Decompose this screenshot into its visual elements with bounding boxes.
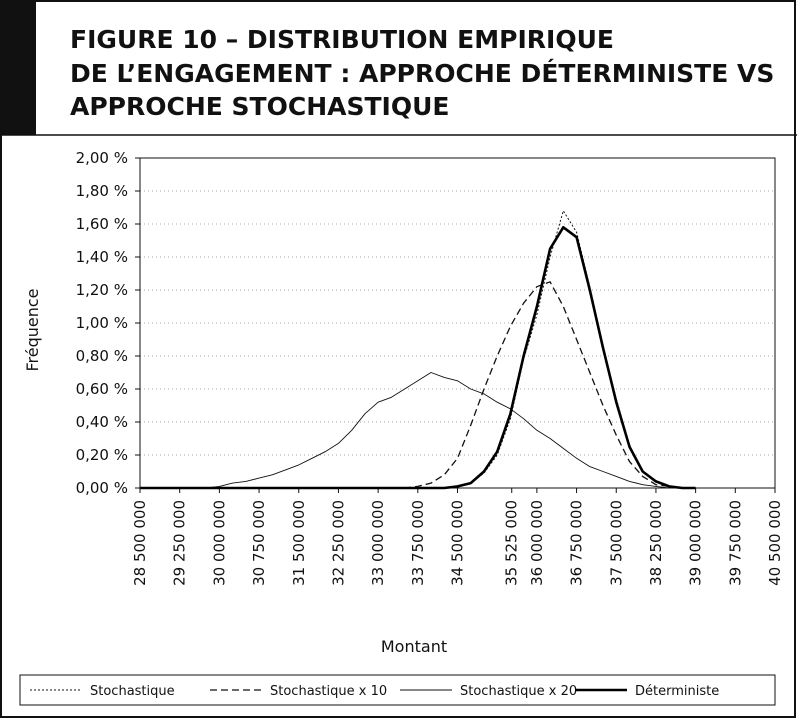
x-tick-label: 39 000 000 [687, 500, 705, 586]
y-tick-label: 1,20 % [76, 281, 128, 299]
x-tick-label: 30 750 000 [250, 500, 268, 586]
x-tick-label: 39 750 000 [726, 500, 744, 586]
x-tick-label: 34 500 000 [449, 500, 467, 586]
title-line: APPROCHE STOCHASTIQUE [70, 92, 449, 121]
x-tick-label: 36 750 000 [568, 500, 586, 586]
legend-label: Stochastique x 20 [460, 684, 577, 699]
y-axis-label: Fréquence [23, 288, 42, 371]
x-tick-label: 29 250 000 [171, 500, 189, 586]
y-tick-label: 1,00 % [76, 314, 128, 332]
x-tick-label: 36 000 000 [528, 500, 546, 586]
series-line [140, 226, 696, 490]
y-tick-label: 2,00 % [76, 149, 128, 167]
legend-box [19, 674, 776, 706]
y-tick-label: 1,40 % [76, 248, 128, 266]
legend-label: Stochastique x 10 [270, 684, 387, 699]
x-tick-label: 33 750 000 [409, 500, 427, 586]
x-tick-label: 32 250 000 [329, 500, 347, 586]
x-tick-label: 31 500 000 [290, 500, 308, 586]
x-tick-label: 40 500 000 [766, 500, 784, 586]
y-tick-label: 0,00 % [76, 479, 128, 497]
y-tick-label: 1,60 % [76, 215, 128, 233]
y-tick-label: 0,80 % [76, 347, 128, 365]
legend-label: Déterministe [635, 684, 719, 699]
y-tick-label: 0,60 % [76, 380, 128, 398]
header-bar [0, 0, 36, 135]
y-tick-label: 1,80 % [76, 182, 128, 200]
series-line [140, 372, 696, 489]
x-axis-label: Montant [381, 637, 447, 656]
title-line: DE L’ENGAGEMENT : APPROCHE DÉTERMINISTE … [70, 59, 774, 88]
y-tick-label: 0,40 % [76, 413, 128, 431]
legend-label: Stochastique [90, 684, 175, 699]
y-tick-label: 0,20 % [76, 446, 128, 464]
x-tick-label: 28 500 000 [131, 500, 149, 586]
x-tick-label: 37 500 000 [607, 500, 625, 586]
x-tick-label: 30 000 000 [210, 500, 228, 586]
x-tick-label: 35 525 000 [503, 500, 521, 586]
x-tick-label: 38 250 000 [647, 500, 665, 586]
plot-area [139, 157, 776, 489]
x-tick-label: 33 000 000 [369, 500, 387, 586]
title-line: FIGURE 10 – DISTRIBUTION EMPIRIQUE [70, 25, 614, 54]
